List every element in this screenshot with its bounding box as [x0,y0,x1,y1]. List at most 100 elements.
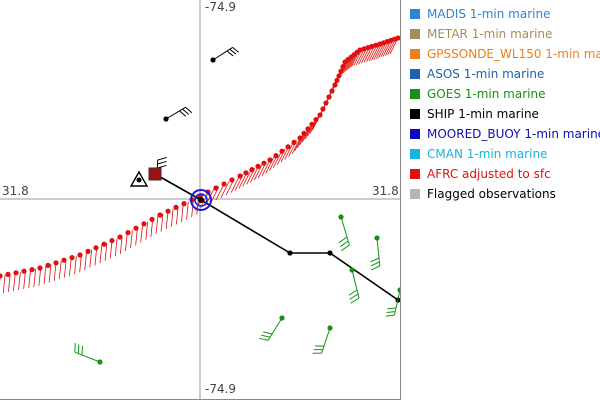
afrc-point [365,45,371,51]
afrc-wind-barb [74,256,77,275]
legend-swatch [410,189,420,199]
afrc-wind-barb [89,249,93,268]
afrc-wind-barb [79,254,82,273]
afrc-point [317,112,323,118]
afrc-point [313,117,319,123]
afrc-wind-barb [389,37,399,55]
goes-wind-barb-feather [349,293,359,300]
afrc-wind-barb [33,268,37,287]
afrc-point [141,221,147,227]
afrc-wind-barb [230,176,240,193]
legend-item-cman[interactable]: CMAN 1-min marine [410,144,600,164]
afrc-point [165,208,171,214]
current-position-marker[interactable] [190,189,212,211]
legend-swatch [410,69,420,79]
afrc-point [133,225,139,231]
goes-wind-barb-feather [370,265,381,271]
afrc-point [173,204,179,210]
legend-item-gpssonde[interactable]: GPSSONDE_WL150 1-min marine [410,44,600,64]
plot-canvas[interactable] [0,0,401,400]
afrc-point [29,267,35,273]
goes-wind-barb-staff [376,237,381,267]
afrc-wind-barb [181,203,184,222]
left-latitude-label: 31.8 [2,184,29,198]
legend-label: Flagged observations [427,187,556,201]
goes-wind-barb-staff [393,289,401,316]
afrc-point [373,42,379,48]
legend-item-metar[interactable]: METAR 1-min marine [410,24,600,44]
top-longitude-label: -74.9 [205,0,237,14]
afrc-point [267,157,273,163]
afrc-wind-barb [53,262,57,281]
afrc-wind-barb [23,270,26,289]
afrc-wind-barb [307,119,316,137]
legend-label: GPSSONDE_WL150 1-min marine [427,47,600,61]
afrc-point [37,265,43,271]
goes-wind-barb-staff [321,327,331,354]
afrc-point [323,100,329,106]
afrc-point [255,163,261,169]
legend-item-madis[interactable]: MADIS 1-min marine [410,4,600,24]
afrc-point [45,262,51,268]
afrc-wind-barb [363,46,373,63]
legend-swatch [410,149,420,159]
afrc-point [334,77,340,83]
legend-swatch [410,9,420,19]
ship-wind-barb-feather [157,160,167,165]
ship-wind-barb-feather [232,47,240,53]
legend-label: CMAN 1-min marine [427,147,548,161]
afrc-wind-barb [109,240,113,259]
afrc-point [93,245,99,251]
goes-wind-barb-feather [348,289,358,296]
legend-item-ship[interactable]: SHIP 1-min marine [410,104,600,124]
afrc-wind-barb [355,48,365,66]
afrc-point [261,160,267,166]
ship-wind-barb-feather [179,110,187,117]
observation-map[interactable]: -74.9 -74.9 31.8 31.8 [0,0,401,400]
ship-point [287,250,293,256]
afrc-point [125,230,131,236]
legend-item-moored-buoy[interactable]: MOORED_BUOY 1-min marine [410,124,600,144]
ship-point [327,250,333,256]
goes-wind-barb-staff [340,216,350,246]
afrc-wind-barb [140,224,143,243]
triangle-marker[interactable] [129,170,149,187]
afrc-point [297,135,303,141]
afrc-point [273,153,279,159]
right-latitude-label: 31.8 [372,184,399,198]
afrc-point [0,273,3,279]
afrc-point [305,126,311,132]
legend-label: METAR 1-min marine [427,27,553,41]
afrc-point [320,106,326,112]
afrc-wind-barb [242,170,252,187]
afrc-wind-barb [7,273,11,293]
ship-wind-barb-staff [165,106,186,120]
afrc-wind-barb [150,218,154,238]
legend-label: ASOS 1-min marine [427,67,545,81]
legend-swatch [410,89,420,99]
afrc-point [249,167,255,173]
legend-item-afrc[interactable]: AFRC adjusted to sfc [410,164,600,184]
afrc-wind-barb [38,267,42,286]
afrc-point [357,47,363,53]
afrc-wind-barb [371,43,380,61]
afrc-point [309,121,315,127]
goes-wind-barb-feather [341,244,350,252]
afrc-wind-barb [165,211,169,230]
goes-wind-barb-feather [261,334,271,338]
afrc-wind-barb [215,183,225,201]
afrc-observations [0,35,401,294]
legend-item-goes[interactable]: GOES 1-min marine [410,84,600,104]
selected-square-marker[interactable] [148,167,162,181]
legend-item-asos[interactable]: ASOS 1-min marine [410,64,600,84]
afrc-point [61,257,67,263]
ship-wind-barb-feather [185,106,193,114]
goes-wind-barb-feather [370,257,380,263]
goes-wind-barb-feather [338,236,348,244]
afrc-wind-barb [382,40,392,57]
afrc-point [213,185,219,191]
afrc-wind-barb [94,247,98,266]
afrc-point [85,248,91,254]
goes-observations [74,214,401,365]
legend-item-flagged[interactable]: Flagged observations [410,184,600,204]
